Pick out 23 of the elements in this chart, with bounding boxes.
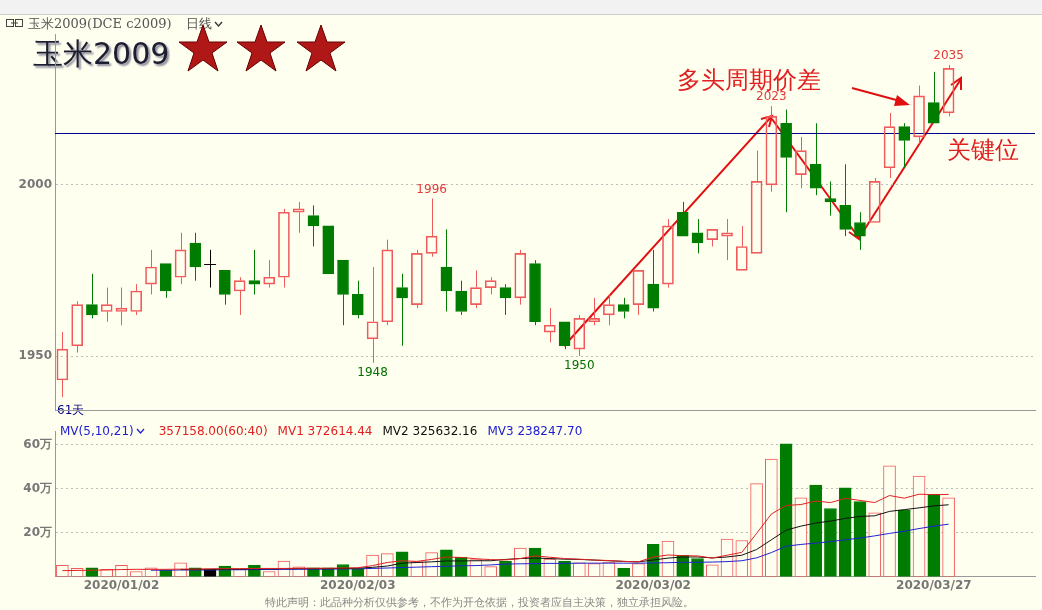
annotation: 2035 [933, 48, 964, 63]
text: 特此声明：此品种分析仅供参考，不作为开仓依据，投资者应自主决策，独立承担风险。 [265, 595, 694, 610]
annotation: 357158.00(60:40) [158, 424, 268, 438]
annotation: 1950 [564, 358, 595, 373]
text: MV3 238247.70 [487, 424, 583, 438]
text: MV2 325632.16 [382, 424, 478, 438]
y-tick-label: 40万 [23, 480, 52, 495]
chart-subtitle: 玉米2009(DCE c2009) [28, 15, 172, 33]
ref-line-label: 关键位 [947, 135, 1019, 164]
x-tick-label: 2020/03/27 [896, 577, 972, 592]
text: 日线 [185, 15, 212, 33]
text: MV1 372614.44 [277, 424, 373, 438]
y-tick-label: 1950 [18, 348, 52, 363]
x-tick-label: 2020/03/02 [615, 577, 691, 592]
x-tick-label: 2020/02/03 [320, 577, 396, 592]
y-tick-label: 60万 [23, 436, 52, 451]
x-tick-label: 2020/01/02 [83, 577, 160, 592]
annotation: MV(5,10,21) [60, 424, 134, 438]
y-tick-label: 2000 [18, 176, 52, 191]
y-tick-label: 20万 [23, 524, 52, 539]
annotation: 1996 [416, 181, 447, 196]
chart-title: 玉米2009 [33, 35, 170, 73]
annotation: 1948 [357, 364, 388, 379]
